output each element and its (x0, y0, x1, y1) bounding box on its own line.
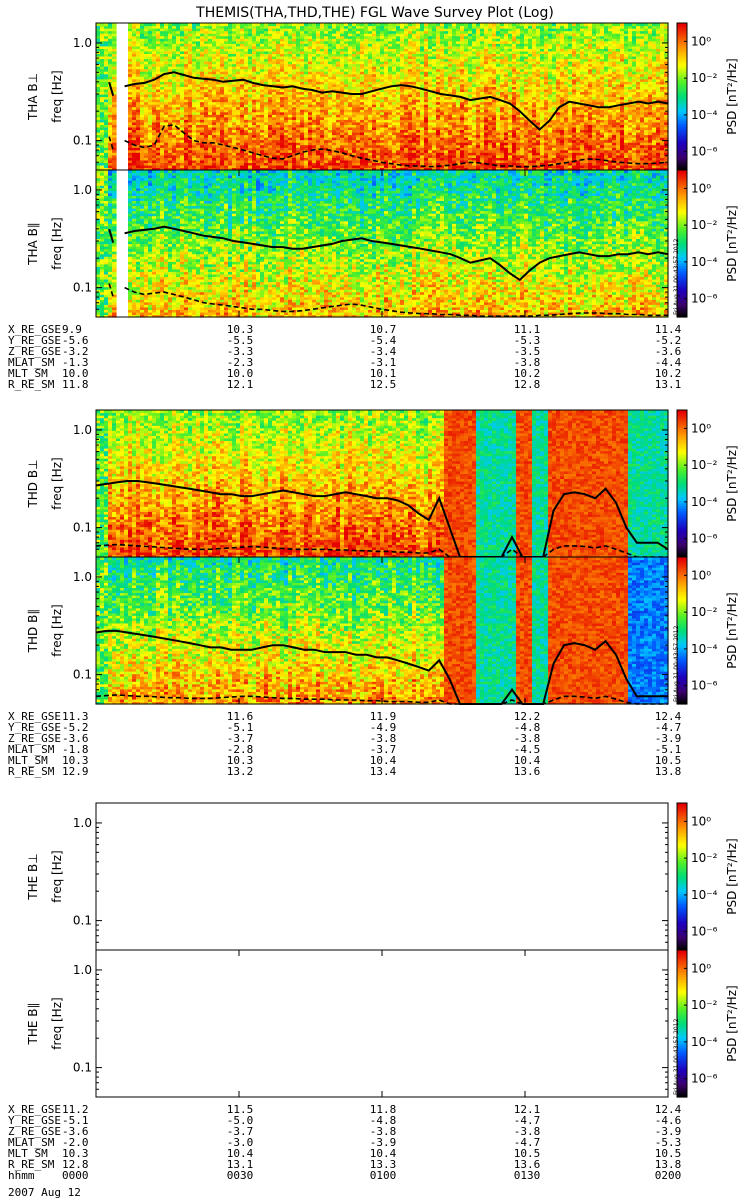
figure-title: THEMIS(THA,THD,THE) FGL Wave Survey Plot… (195, 5, 554, 21)
